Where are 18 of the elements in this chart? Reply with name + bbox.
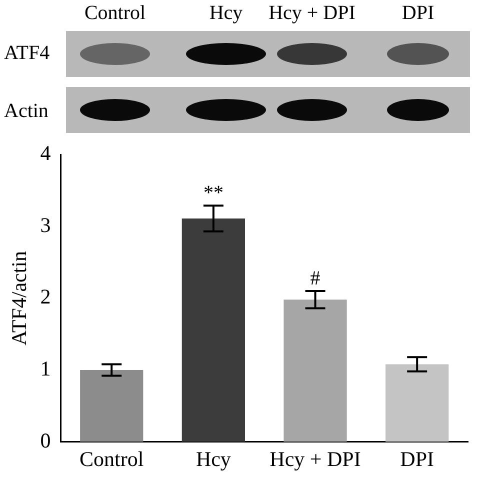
y-tick-label: 0 bbox=[40, 428, 51, 452]
y-axis-title: ATF4/actin bbox=[7, 250, 32, 346]
x-tick-label: Hcy bbox=[196, 446, 232, 471]
x-tick-label: DPI bbox=[400, 446, 434, 471]
category-label: Hcy + DPI bbox=[268, 2, 356, 24]
category-label: Hcy bbox=[209, 2, 243, 24]
annotation: # bbox=[310, 267, 320, 290]
x-tick-label: Hcy + DPI bbox=[270, 446, 361, 471]
annotation: ** bbox=[203, 182, 224, 204]
category-label: DPI bbox=[402, 2, 434, 24]
y-tick-label: 4 bbox=[40, 141, 52, 166]
category-label: Control bbox=[84, 2, 146, 24]
text: Actin bbox=[4, 100, 48, 123]
y-tick-label: 3 bbox=[40, 212, 51, 237]
y-tick-label: 1 bbox=[40, 356, 51, 381]
x-tick-label: Control bbox=[80, 446, 144, 471]
y-tick-label: 2 bbox=[40, 284, 51, 309]
text: ATF4 bbox=[4, 42, 50, 65]
